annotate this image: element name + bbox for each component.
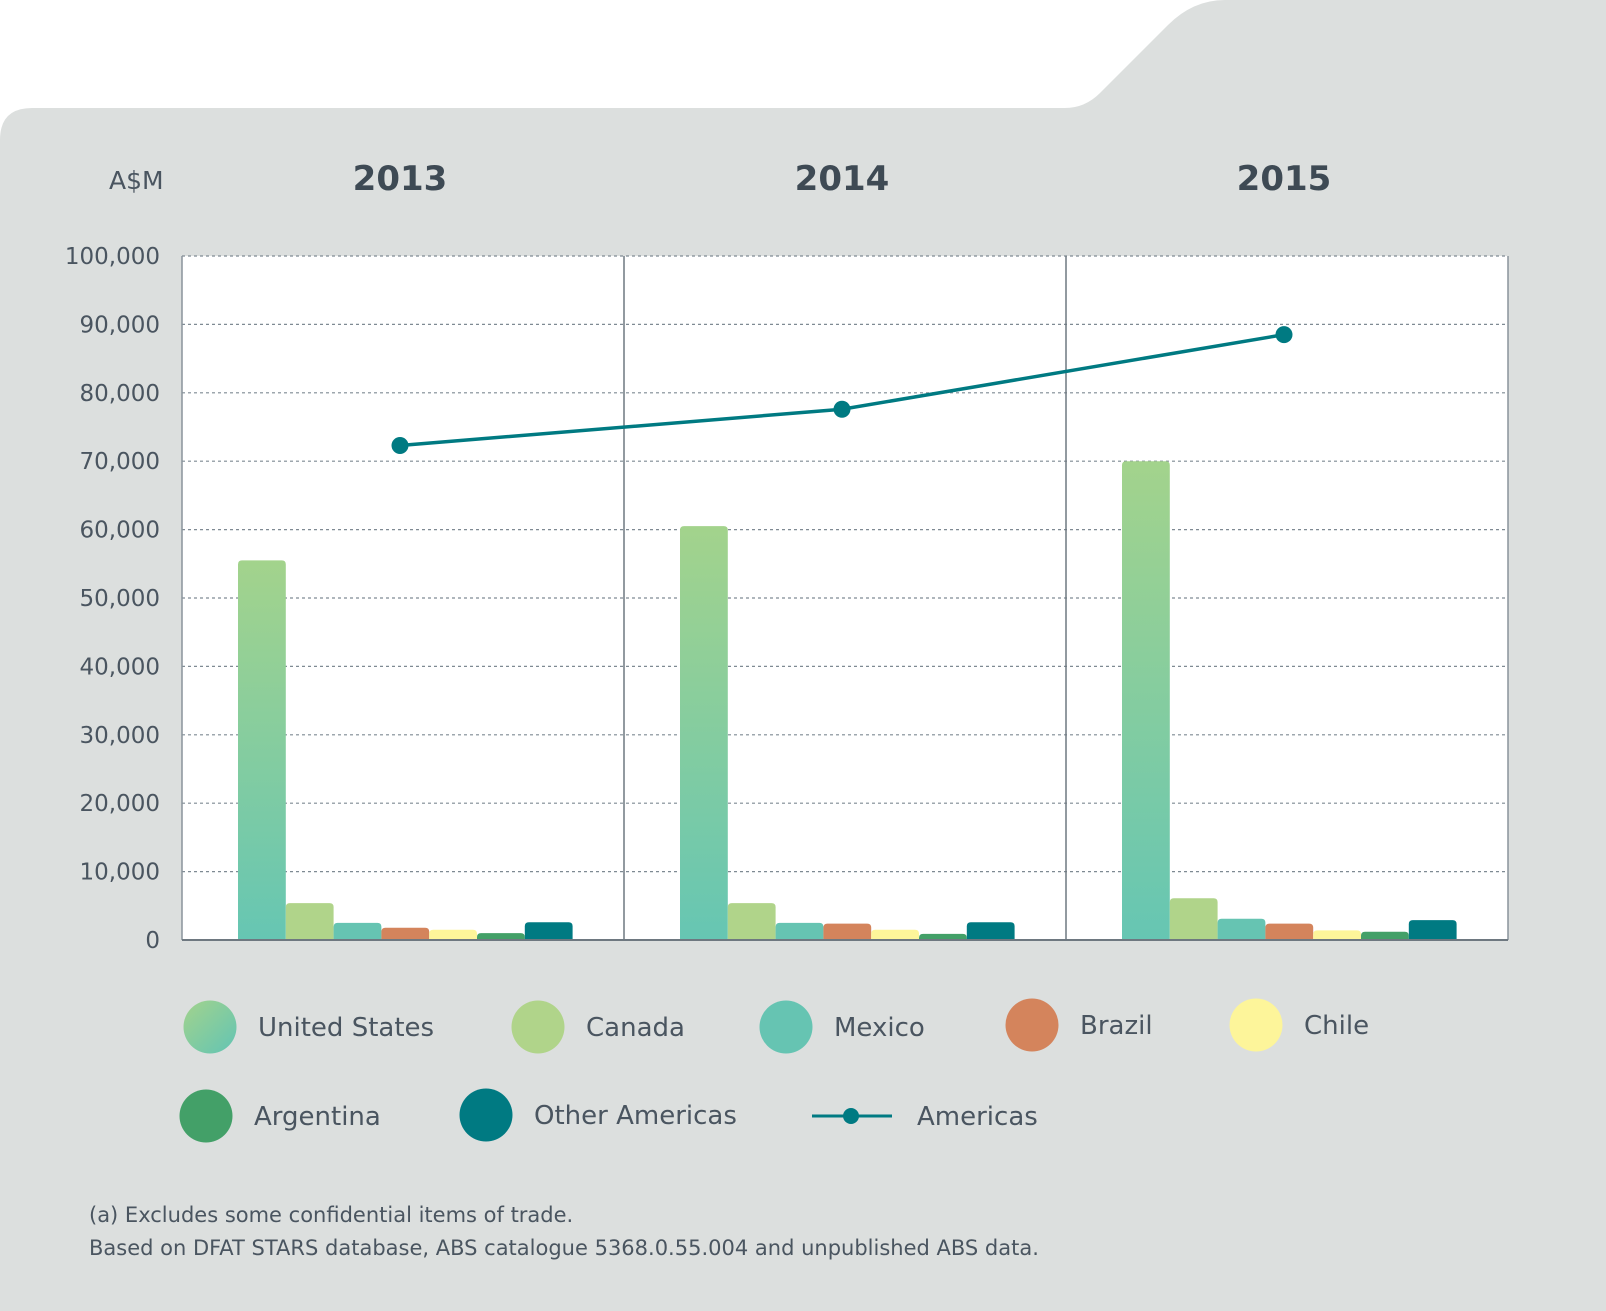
point-americas-2014 <box>833 400 851 418</box>
legend-swatch-dot-americas <box>843 1108 859 1124</box>
legend-swatch-brazil <box>1005 998 1059 1052</box>
legend-label-chile: Chile <box>1304 1011 1369 1041</box>
bar-other-americas-2013 <box>524 922 573 940</box>
legend-swatch-argentina <box>179 1089 233 1143</box>
americas-line-layer <box>391 326 1293 454</box>
y-tick-label-20000: 20,000 <box>80 791 160 817</box>
y-tick-label-0: 0 <box>145 928 160 954</box>
y-tick-label-30000: 30,000 <box>80 723 160 749</box>
legend-label-other-americas: Other Americas <box>534 1101 737 1131</box>
legend-label-americas: Americas <box>917 1102 1038 1132</box>
bar-chile-2013 <box>429 929 477 940</box>
bar-canada-2015 <box>1169 898 1218 940</box>
footnotes: (a) Excludes some confidential items of … <box>89 1203 1039 1260</box>
bar-brazil-2015 <box>1265 923 1314 940</box>
legend-label-mexico: Mexico <box>834 1013 925 1043</box>
bar-canada-2013 <box>285 903 334 940</box>
bar-brazil-2014 <box>823 923 872 940</box>
year-label-2015: 2015 <box>1237 159 1332 199</box>
y-tick-label-10000: 10,000 <box>80 860 160 886</box>
legend-label-canada: Canada <box>586 1013 685 1043</box>
legend-swatch-mexico <box>759 1000 813 1054</box>
y-tick-label-50000: 50,000 <box>80 586 160 612</box>
y-tick-label-40000: 40,000 <box>80 654 160 680</box>
point-americas-2015 <box>1275 326 1293 344</box>
bars <box>238 461 1457 940</box>
bar-mexico-2014 <box>775 922 824 940</box>
bar-argentina-2014 <box>919 933 967 940</box>
legend-label-brazil: Brazil <box>1080 1011 1153 1041</box>
bar-mexico-2015 <box>1217 918 1266 940</box>
bar-united-states-2014 <box>680 526 728 940</box>
y-axis-unit-label: A$M <box>109 166 164 195</box>
y-tick-label-60000: 60,000 <box>80 518 160 544</box>
bar-argentina-2015 <box>1361 931 1409 940</box>
bar-canada-2014 <box>727 903 776 940</box>
legend-swatch-canada <box>511 1000 565 1054</box>
bar-brazil-2013 <box>381 927 430 940</box>
bar-chile-2014 <box>871 929 919 940</box>
y-tick-label-100000: 100,000 <box>65 244 160 270</box>
bar-argentina-2013 <box>477 933 525 940</box>
legend-label-united-states: United States <box>258 1013 434 1043</box>
legend-label-argentina: Argentina <box>254 1102 381 1132</box>
legend-swatch-other-americas <box>459 1088 513 1142</box>
footnote-1: (a) Excludes some confidential items of … <box>89 1203 573 1227</box>
legend: United States Canada Mexico Brazil Chile Arge… <box>179 998 1369 1143</box>
bar-other-americas-2015 <box>1408 920 1457 940</box>
legend-swatch-united-states <box>183 1000 237 1054</box>
footnote-2: Based on DFAT STARS database, ABS catalo… <box>89 1236 1039 1260</box>
legend-swatch-chile <box>1229 998 1283 1052</box>
bar-united-states-2015 <box>1122 461 1170 940</box>
bar-chile-2015 <box>1313 930 1361 940</box>
bar-mexico-2013 <box>333 922 382 940</box>
point-americas-2013 <box>391 436 409 454</box>
y-tick-label-90000: 90,000 <box>80 312 160 338</box>
bar-other-americas-2014 <box>966 922 1015 940</box>
year-label-2013: 2013 <box>353 159 448 199</box>
y-tick-label-70000: 70,000 <box>80 449 160 475</box>
gridlines <box>182 255 1508 873</box>
bar-united-states-2013 <box>238 560 286 940</box>
labels: 0 10,000 20,000 30,000 40,000 50,000 60,000 70,… <box>65 159 1331 954</box>
year-label-2014: 2014 <box>795 159 890 199</box>
y-tick-label-80000: 80,000 <box>80 381 160 407</box>
